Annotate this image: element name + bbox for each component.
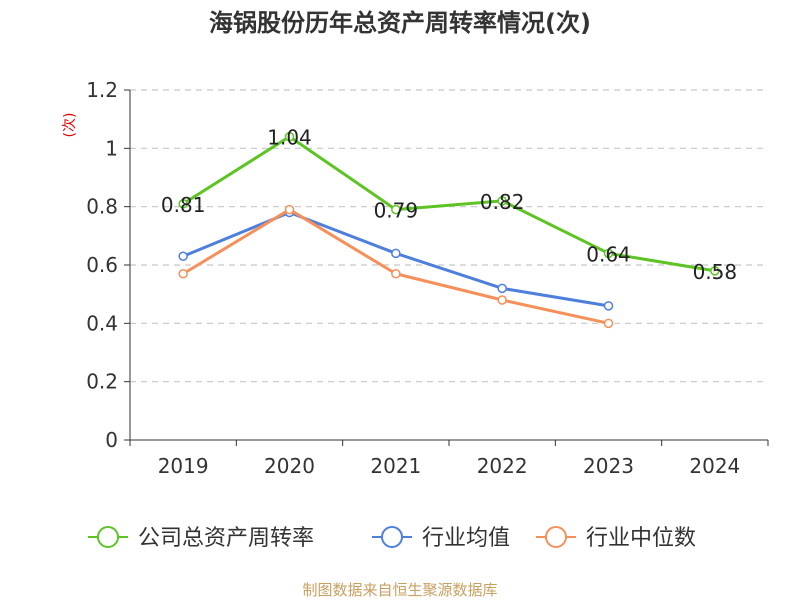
y-tick-label: 1.2 (86, 78, 118, 102)
legend-label: 公司总资产周转率 (138, 526, 314, 551)
x-tick-label: 2023 (583, 454, 634, 478)
series-line (182, 208, 609, 325)
y-axis-label: (次) (62, 113, 78, 138)
series-line (182, 135, 716, 273)
legend-item: 公司总资产周转率 (88, 526, 314, 551)
data-label: 0.82 (480, 190, 525, 214)
data-point (178, 269, 188, 279)
legend-item: 行业均值 (372, 526, 510, 551)
data-point (284, 204, 295, 215)
series-1 (178, 207, 614, 311)
data-point (497, 196, 507, 206)
data-label: 0.64 (586, 242, 631, 266)
y-tick-label: 0.2 (86, 370, 118, 394)
series-layer (178, 131, 720, 329)
legend-swatch-marker (381, 526, 403, 548)
data-label: 0.79 (374, 199, 419, 223)
y-tick-label: 0 (105, 428, 118, 452)
x-tick-label: 2020 (264, 454, 315, 478)
data-point (391, 248, 401, 259)
data-label: 1.04 (267, 126, 312, 150)
chart-title: 海锅股份历年总资产周转率情况(次) (209, 9, 591, 37)
grid-layer (130, 89, 768, 383)
data-point (284, 131, 295, 142)
data-point (497, 283, 507, 294)
data-point (391, 269, 401, 279)
data-point (603, 318, 614, 329)
data-point (391, 204, 401, 215)
x-tick-label: 2021 (370, 454, 421, 478)
series-line (182, 211, 609, 308)
y-tick-label: 1 (105, 136, 118, 160)
legend: 公司总资产周转率 行业均值 行业中位数 (88, 526, 696, 551)
series-0 (178, 131, 720, 276)
data-point (710, 266, 720, 276)
legend-item: 行业中位数 (536, 526, 696, 551)
series-2 (178, 204, 614, 329)
data-point (497, 295, 507, 305)
y-tick-label: 0.4 (86, 311, 118, 335)
y-tick-label: 0.6 (86, 253, 118, 277)
x-tick-label: 2022 (477, 454, 528, 478)
data-label: 0.81 (161, 193, 206, 217)
y-tick-label: 0.8 (86, 195, 118, 219)
data-point (603, 248, 614, 259)
legend-label: 行业中位数 (586, 526, 696, 551)
legend-swatch-marker (97, 526, 119, 548)
data-label: 0.58 (693, 260, 738, 284)
x-tick-label: 2024 (689, 454, 740, 478)
data-label-layer: 0.81 1.04 0.79 0.82 0.64 0.58 (161, 126, 737, 284)
data-point (178, 251, 188, 261)
x-tick-label: 2019 (158, 454, 209, 478)
legend-swatch-marker (545, 526, 567, 548)
data-point (603, 301, 614, 311)
data-point (178, 199, 188, 209)
legend-label: 行业均值 (422, 526, 510, 551)
source-note: 制图数据来自恒生聚源数据库 (302, 581, 497, 599)
